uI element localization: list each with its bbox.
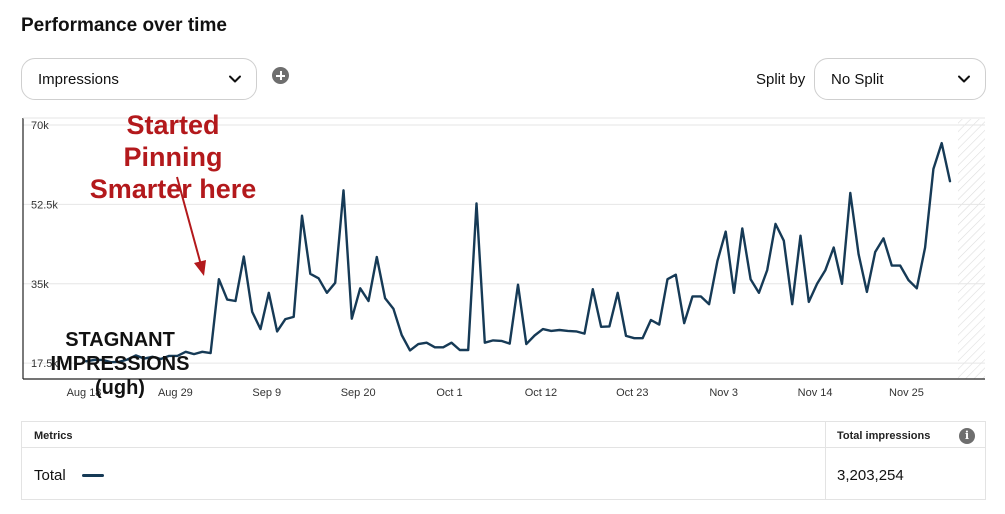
x-tick-label: Sep 9 (252, 387, 281, 399)
table-header-metrics: Metrics (34, 430, 73, 442)
split-select-value: No Split (831, 70, 884, 88)
chevron-down-icon (229, 75, 241, 83)
annotation-pinning-smarter: Started Pinning Smarter here (89, 110, 257, 204)
x-tick-label: Oct 23 (616, 387, 648, 399)
add-metric-button[interactable] (272, 67, 289, 84)
x-tick-label: Nov 3 (709, 387, 738, 399)
x-tick-label: Oct 12 (525, 387, 557, 399)
annotation-arrow-head (194, 260, 206, 276)
y-tick-label: 17.5k (31, 358, 58, 370)
table-column-divider (825, 422, 826, 499)
annotation-stagnant: STAGNANT IMPRESSIONS (ugh) (50, 329, 190, 399)
x-tick-label: Nov 25 (889, 387, 924, 399)
x-tick-label: Aug 29 (158, 387, 193, 399)
x-tick-label: Sep 20 (341, 387, 376, 399)
metrics-table: Metrics Total impressions i Total 3,203,… (21, 421, 986, 500)
split-select[interactable]: No Split (814, 58, 986, 100)
table-header-divider (22, 447, 985, 448)
incomplete-data-region (958, 119, 985, 379)
chart-area: 17.5k 35k 52.5k 70k Aug 18 Aug 29 Sep 9 Sep 20 O… (0, 105, 1005, 405)
metric-select-value: Impressions (38, 70, 119, 88)
table-header-total-impressions: Total impressions (837, 430, 931, 442)
line-chart: 17.5k 35k 52.5k 70k Aug 18 Aug 29 Sep 9 Sep 20 O… (22, 117, 985, 399)
page-title: Performance over time (21, 15, 227, 36)
table-row-label: Total (34, 467, 66, 484)
plot-background (23, 118, 985, 379)
x-tick-label: Aug 18 (67, 387, 102, 399)
chevron-down-icon (958, 75, 970, 83)
x-tick-label: Oct 1 (436, 387, 462, 399)
y-tick-label: 35k (31, 279, 49, 291)
info-icon[interactable]: i (959, 428, 975, 444)
legend-swatch (82, 474, 104, 477)
y-tick-label: 70k (31, 120, 49, 132)
table-row-total-value: 3,203,254 (837, 467, 904, 484)
y-tick-label: 52.5k (31, 199, 58, 211)
metric-select[interactable]: Impressions (21, 58, 257, 100)
annotation-arrow-shaft (176, 176, 202, 266)
split-by-label: Split by (756, 71, 806, 88)
x-tick-label: Nov 14 (798, 387, 833, 399)
